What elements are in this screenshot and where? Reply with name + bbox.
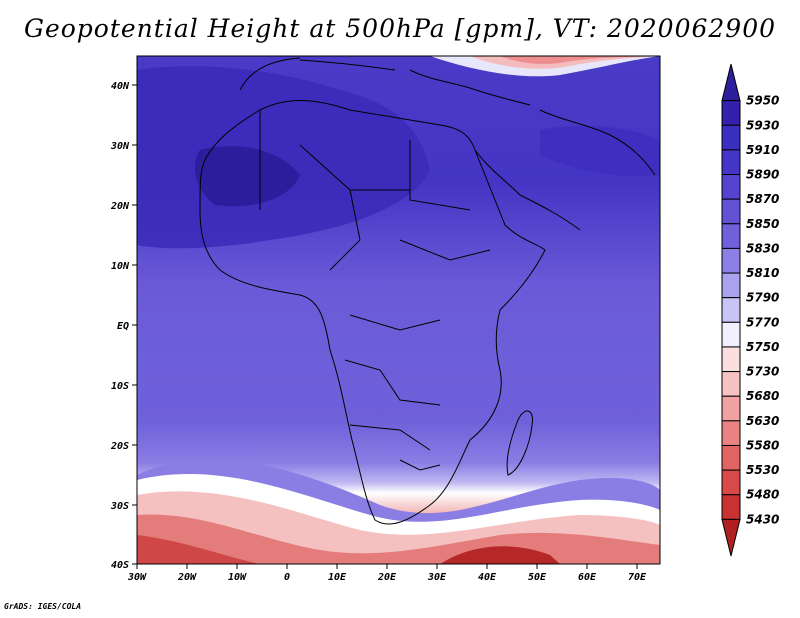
colorbar: 5950 5930 5910 5890 5870 5850 5830 5810 5790 5770… [721,63,779,557]
lon-label: 20E [377,572,397,583]
colorbar-level-label: 5530 [746,463,779,477]
colorbar-level-label: 5770 [746,315,779,329]
colorbar-level-label: 5890 [746,168,779,182]
colorbar-level-label: 5870 [746,192,779,206]
colorbar-swatch [721,469,741,496]
lat-label: 20N [110,201,130,212]
colorbar-level-label: 5850 [746,217,779,231]
colorbar-level-label: 5430 [746,512,779,526]
map-title: Geopotential Height at 500hPa [gpm], VT:… [23,14,777,43]
colorbar-swatch [721,100,741,126]
colorbar-swatch [721,149,741,176]
colorbar-swatch [721,395,741,422]
colorbar-swatch [721,247,741,274]
lon-labels: 30W 20W 10W 0 10E 20E 30E 40E 50E 60E 70… [127,572,647,583]
colorbar-swatch [721,223,741,249]
axis-ticks [132,84,638,569]
lat-label: 20S [110,441,129,452]
lon-label: 50E [528,572,547,583]
map-frame [136,55,661,565]
colorbar-swatch [721,198,741,225]
colorbar-swatch [721,518,741,557]
colorbar-swatch [721,444,741,471]
lat-label: 10N [111,261,130,272]
lat-label: EQ [117,321,129,332]
colorbar-level-label: 5750 [746,340,779,354]
colorbar-level-label: 5680 [746,389,779,403]
colorbar-swatch [721,124,741,151]
colorbar-level-label: 5830 [746,241,779,255]
lat-label: 10S [111,381,129,392]
colorbar-level-label: 5950 [746,94,779,108]
lat-label: 30S [110,501,129,512]
colorbar-swatch [721,420,741,446]
lat-label: 40S [111,560,129,571]
colorbar-swatch [721,371,741,397]
colorbar-level-label: 5910 [746,143,779,157]
coastlines [199,57,656,525]
lon-label: 40E [478,572,497,583]
colorbar-swatch [721,174,741,200]
colorbar-swatch [721,297,741,323]
lon-label: 0 [284,572,290,583]
colorbar-level-label: 5630 [746,414,779,428]
lon-label: 30E [427,572,447,583]
colorbar-level-label: 5730 [746,365,779,379]
lat-labels: 40N 30N 20N 10N EQ 10S 20S 30S 40S [110,81,130,571]
colorbar-swatch [721,321,741,348]
colorbar-level-label: 5810 [746,266,779,280]
colorbar-swatch [721,494,741,520]
colorbar-swatch [721,63,741,102]
colorbar-level-label: 5790 [746,291,779,305]
colorbar-swatch [721,346,741,373]
lon-label: 20W [177,572,197,583]
credit-text: GrADS: IGES/COLA [4,602,82,611]
lon-label: 60E [578,572,597,583]
lat-label: 30N [110,141,130,152]
colorbar-swatch [721,272,741,299]
colorbar-level-label: 5480 [746,488,779,502]
colorbar-level-label: 5580 [746,438,779,452]
lon-label: 10W [228,572,247,583]
lon-label: 30W [127,572,147,583]
geopotential-field [137,56,660,564]
colorbar-level-label: 5930 [746,118,779,132]
lon-label: 70E [628,572,647,583]
lat-label: 40N [111,81,130,92]
lon-label: 10E [328,572,347,583]
